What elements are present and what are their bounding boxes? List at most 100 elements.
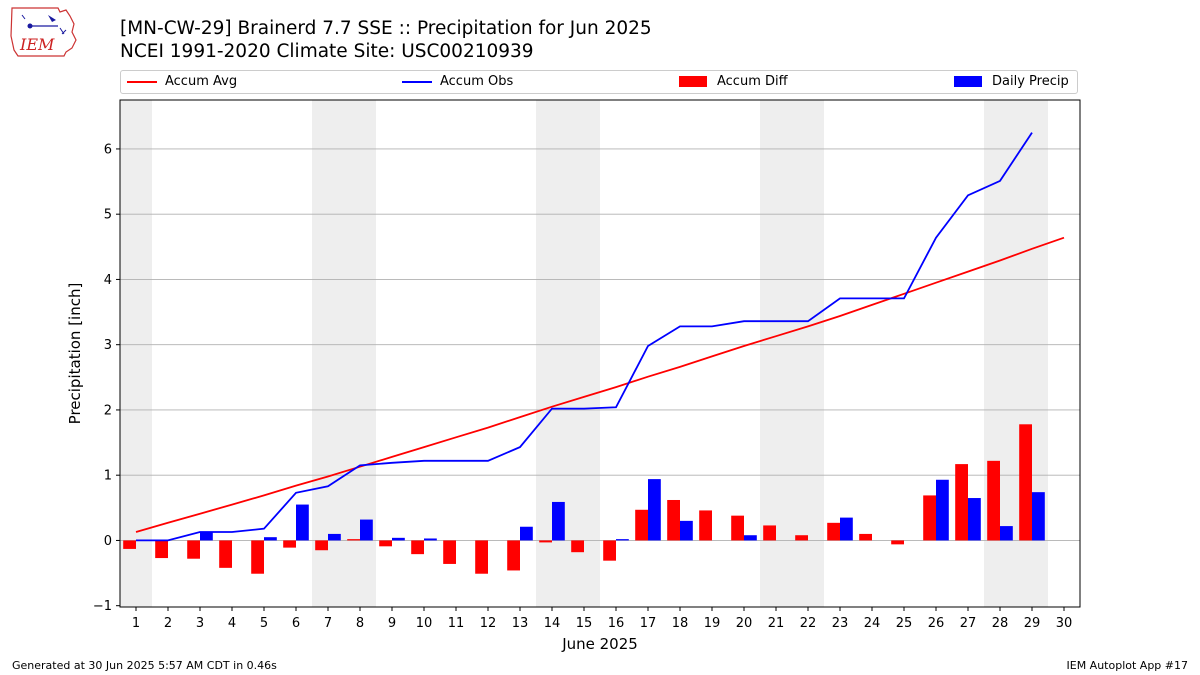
accum-diff-bar [635,509,648,541]
accum-diff-bar [187,540,200,559]
accum-diff-bar [251,540,264,574]
daily-precip-bar [680,520,693,541]
x-tick-label: 12 [480,616,497,631]
y-tick-label: 2 [104,403,112,418]
accum-diff-bar [955,464,968,541]
legend-swatch-accum-avg [127,81,157,83]
y-tick-label: 4 [104,273,112,288]
weekend-shade [120,100,152,607]
chart-title: [MN-CW-29] Brainerd 7.7 SSE :: Precipita… [120,17,652,63]
daily-precip-bar [424,538,437,541]
x-tick-label: 11 [448,616,465,631]
legend-swatch-daily-precip [954,76,982,87]
accum-diff-bar [411,540,424,555]
daily-precip-bar [1032,492,1045,541]
accum-diff-bar [155,540,168,559]
y-tick-label: 5 [104,208,112,223]
x-tick-label: 5 [260,616,268,631]
x-tick-label: 7 [324,616,332,631]
x-tick-label: 4 [228,616,236,631]
logo-text: IEM [19,35,55,54]
x-tick-label: 17 [640,616,657,631]
legend-label-accum-obs: Accum Obs [440,74,514,89]
y-tick-label: −1 [93,599,112,614]
legend-label-accum-avg: Accum Avg [165,74,238,89]
daily-precip-bar [328,533,341,541]
title-line-1: [MN-CW-29] Brainerd 7.7 SSE :: Precipita… [120,18,652,39]
daily-precip-bar [648,479,661,541]
y-axis-label: Precipitation [inch] [66,283,84,425]
x-tick-label: 29 [1024,616,1041,631]
x-tick-label: 28 [992,616,1009,631]
daily-precip-bar [1000,526,1013,541]
accum-diff-bar [891,540,904,545]
chart-legend: Accum Avg Accum Obs Accum Diff Daily Pre… [120,70,1078,94]
weekend-shade [536,100,600,607]
daily-precip-bar [840,517,853,541]
accum-diff-bar [507,540,520,571]
x-tick-label: 14 [544,616,561,631]
title-line-2: NCEI 1991-2020 Climate Site: USC00210939 [120,41,534,62]
app-credit: IEM Autoplot App #17 [1066,659,1189,672]
weekend-shade [760,100,824,607]
x-tick-label: 20 [736,616,753,631]
legend-swatch-accum-diff [679,76,707,87]
accum-diff-bar [539,540,552,543]
x-tick-label: 16 [608,616,625,631]
accum-diff-bar [795,535,808,541]
daily-precip-bar [296,504,309,541]
accum-diff-bar [123,540,136,549]
accum-diff-bar [923,495,936,541]
accum-diff-bar [699,510,712,541]
x-tick-label: 10 [416,616,433,631]
accum-diff-bar [283,540,296,548]
x-tick-label: 18 [672,616,689,631]
legend-label-daily-precip: Daily Precip [992,74,1069,89]
daily-precip-bar [392,537,405,541]
plot-frame [119,99,1081,608]
x-tick-label: 6 [292,616,300,631]
x-tick-label: 25 [896,616,913,631]
accum-diff-bar [475,540,488,574]
accum-obs-line [136,132,1033,542]
x-tick-label: 22 [800,616,817,631]
accum-diff-bar [1019,424,1032,541]
iem-logo: IEM [8,6,80,58]
x-tick-label: 15 [576,616,593,631]
x-tick-label: 13 [512,616,529,631]
generated-note: Generated at 30 Jun 2025 5:57 AM CDT in … [12,659,277,672]
x-tick-label: 24 [864,616,881,631]
accum-diff-bar [667,499,680,541]
accum-diff-bar [571,540,584,553]
accum-diff-bar [827,522,840,541]
accum-diff-bar [219,540,232,568]
daily-precip-bar [552,501,565,541]
x-tick-label: 23 [832,616,849,631]
daily-precip-bar [264,537,277,541]
x-tick-label: 9 [388,616,396,631]
y-tick-label: 6 [104,142,112,157]
x-axis-label: June 2025 [561,635,638,653]
daily-precip-bar [520,526,533,541]
accum-diff-bar [763,525,776,541]
accum-diff-bar [731,515,744,541]
accum-diff-bar [859,533,872,541]
accum-diff-bar [443,540,456,564]
x-tick-label: 8 [356,616,364,631]
x-tick-label: 27 [960,616,977,631]
x-tick-label: 26 [928,616,945,631]
y-tick-label: 1 [104,469,112,484]
x-tick-label: 1 [132,616,140,631]
daily-precip-bar [200,531,213,541]
accum-avg-line [135,236,1065,533]
daily-precip-bar [616,539,629,541]
x-tick-label: 30 [1056,616,1073,631]
y-tick-label: 0 [104,534,112,549]
accum-diff-bar [347,539,360,541]
y-tick-label: 3 [104,338,112,353]
accum-diff-bar [603,540,616,561]
x-tick-label: 2 [164,616,172,631]
legend-label-accum-diff: Accum Diff [717,74,788,89]
accum-diff-bar [379,540,392,547]
x-tick-label: 21 [768,616,785,631]
